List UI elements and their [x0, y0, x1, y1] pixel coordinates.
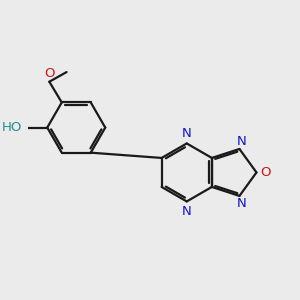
- Text: HO: HO: [2, 121, 22, 134]
- Text: N: N: [182, 127, 192, 140]
- Text: N: N: [237, 197, 247, 210]
- Text: N: N: [182, 205, 192, 218]
- Text: N: N: [237, 135, 247, 148]
- Text: O: O: [260, 166, 271, 179]
- Text: O: O: [44, 67, 55, 80]
